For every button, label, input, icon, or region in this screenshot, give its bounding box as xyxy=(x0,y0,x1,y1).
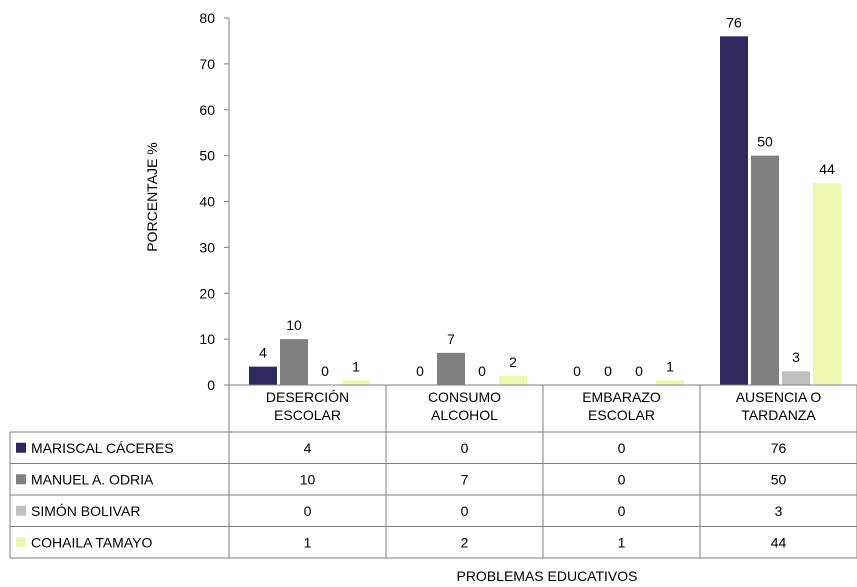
data-label: 44 xyxy=(819,161,835,177)
category-label: AUSENCIA O xyxy=(736,389,822,405)
data-label: 7 xyxy=(447,331,455,347)
table-cell: 0 xyxy=(618,503,626,519)
data-label: 2 xyxy=(509,354,517,370)
y-tick-label: 20 xyxy=(199,285,215,301)
table-cell: 0 xyxy=(304,503,312,519)
y-tick-label: 70 xyxy=(199,56,215,72)
table-cell: 44 xyxy=(771,534,787,550)
bar xyxy=(782,371,810,385)
category-label: TARDANZA xyxy=(741,407,816,423)
data-table: DESERCIÓN ESCOLAR CONSUMO ALCOHOL EMBARAZO ES… xyxy=(9,384,857,559)
legend-key xyxy=(16,537,26,548)
table-cell: 10 xyxy=(300,471,316,487)
bar xyxy=(720,36,748,385)
bar xyxy=(751,155,779,385)
data-label: 0 xyxy=(321,363,329,379)
data-label: 0 xyxy=(478,363,486,379)
bar xyxy=(499,375,527,385)
y-axis-ticks: 0 10 20 30 40 50 60 70 80 xyxy=(199,10,229,393)
y-tick-label: 50 xyxy=(199,148,215,164)
data-label: 10 xyxy=(286,317,302,333)
data-label: 3 xyxy=(792,349,800,365)
data-label: 4 xyxy=(259,345,267,361)
data-label: 0 xyxy=(604,363,612,379)
category-label: DESERCIÓN xyxy=(266,389,349,405)
series-name: MANUEL A. ODRIA xyxy=(31,471,154,487)
y-tick-label: 10 xyxy=(199,331,215,347)
table-cell: 0 xyxy=(618,471,626,487)
data-label: 0 xyxy=(573,363,581,379)
category-label: ESCOLAR xyxy=(588,407,655,423)
series-name: MARISCAL CÁCERES xyxy=(31,440,174,456)
y-tick-label: 80 xyxy=(199,10,215,26)
data-label: 76 xyxy=(726,14,742,30)
bar xyxy=(437,352,465,385)
table-cell: 7 xyxy=(461,471,469,487)
x-axis-label: PROBLEMAS EDUCATIVOS xyxy=(456,568,637,584)
bars xyxy=(249,36,841,385)
category-label: ALCOHOL xyxy=(431,407,498,423)
category-label: EMBARAZO xyxy=(582,389,661,405)
category-label: CONSUMO xyxy=(428,389,501,405)
data-labels: 4 0 0 76 10 7 0 50 0 0 0 3 1 2 1 44 xyxy=(259,14,835,379)
table-cell: 0 xyxy=(461,503,469,519)
data-label: 1 xyxy=(352,358,360,374)
y-tick-label: 40 xyxy=(199,194,215,210)
y-tick-label: 0 xyxy=(207,377,215,393)
series-name: SIMÓN BOLIVAR xyxy=(31,503,140,519)
table-cell: 2 xyxy=(461,534,469,550)
table-cell: 4 xyxy=(304,440,312,456)
y-axis-label: PORCENTAJE % xyxy=(144,142,160,251)
legend-key xyxy=(16,505,26,516)
data-label: 0 xyxy=(635,363,643,379)
data-label: 0 xyxy=(416,363,424,379)
series-name: COHAILA TAMAYO xyxy=(31,534,152,550)
table-cell: 0 xyxy=(461,440,469,456)
data-label: 50 xyxy=(757,134,773,150)
table-cell: 50 xyxy=(771,471,787,487)
bar xyxy=(249,366,277,385)
legend-key xyxy=(16,474,26,485)
bar xyxy=(656,380,684,385)
y-tick-label: 30 xyxy=(199,239,215,255)
table-cell: 76 xyxy=(771,440,787,456)
bar xyxy=(813,183,841,385)
data-label: 1 xyxy=(666,358,674,374)
legend-key xyxy=(16,442,26,453)
table-cell: 0 xyxy=(618,440,626,456)
table-cell: 1 xyxy=(618,534,626,550)
bar xyxy=(280,339,308,385)
table-cell: 1 xyxy=(304,534,312,550)
category-label: ESCOLAR xyxy=(274,407,341,423)
y-tick-label: 60 xyxy=(199,102,215,118)
bar xyxy=(342,380,370,385)
table-cell: 3 xyxy=(775,503,783,519)
